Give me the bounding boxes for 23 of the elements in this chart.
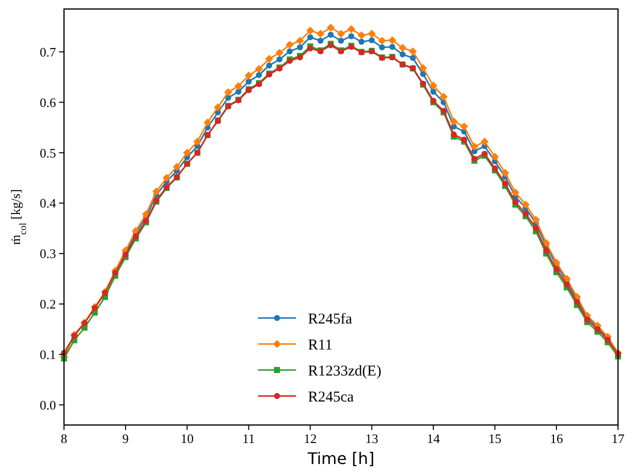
- x-tick-label: 16: [550, 431, 564, 446]
- x-tick-label: 15: [488, 431, 502, 446]
- x-tick-label: 8: [60, 431, 68, 446]
- legend-label: R1233zd(E): [308, 363, 382, 380]
- y-tick-label: 0.6: [40, 94, 56, 110]
- y-tick-label: 0.0: [40, 397, 56, 412]
- x-tick-label: 10: [180, 431, 194, 446]
- x-tick-label: 11: [242, 431, 255, 446]
- x-tick-label: 14: [426, 431, 440, 446]
- x-tick-label: 9: [122, 431, 129, 446]
- x-tick-label: 17: [612, 431, 625, 446]
- y-tick-label: 0.4: [40, 196, 56, 211]
- legend-label: R245ca: [308, 389, 354, 406]
- y-tick-label: 0.2: [40, 296, 56, 312]
- y-tick-label: 0.7: [40, 44, 56, 60]
- x-tick-label: 13: [365, 431, 378, 446]
- legend-label: R245fa: [308, 311, 352, 328]
- y-tick-label: 0.1: [40, 346, 56, 362]
- y-tick-label: 0.5: [40, 145, 56, 160]
- legend-label: R11: [308, 337, 332, 354]
- y-tick-label: 0.3: [40, 246, 56, 262]
- x-tick-label: 12: [304, 431, 317, 446]
- x-axis-title: Time [h]: [306, 449, 374, 468]
